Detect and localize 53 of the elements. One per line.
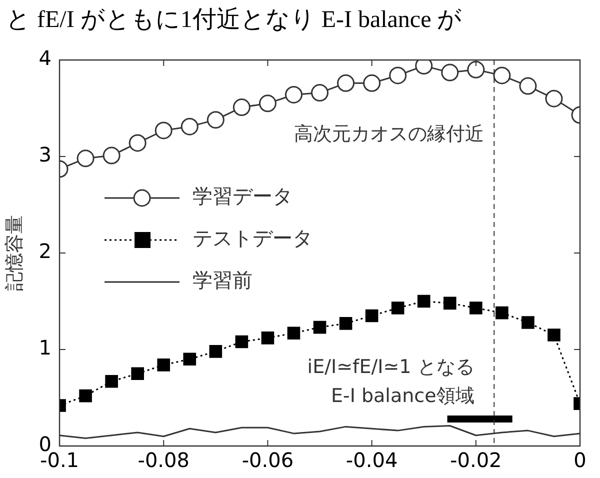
point: [180, 118, 198, 136]
y-tick-label: 4: [38, 46, 52, 70]
text: と fE/I がともに1付近となり E-I balance が: [5, 6, 464, 35]
point: [417, 294, 430, 308]
point: [441, 64, 459, 82]
x-tick-label: -0.04: [346, 448, 398, 472]
point: [76, 150, 94, 168]
point: [128, 134, 146, 152]
point: [337, 74, 355, 92]
point: [365, 309, 378, 322]
point: [519, 77, 537, 95]
point: [258, 94, 276, 112]
point: [339, 317, 352, 330]
point: [391, 302, 404, 314]
y-axis-title: 記憶容量: [3, 215, 26, 291]
point: [493, 66, 511, 84]
x-tick-label: -0.08: [138, 448, 190, 472]
point: [443, 296, 456, 310]
point: [363, 74, 381, 92]
point: [470, 302, 482, 314]
point: [287, 326, 300, 340]
point: [154, 122, 172, 140]
point: [79, 389, 92, 402]
point: [522, 316, 534, 329]
legend-label: 学習データ: [192, 184, 293, 208]
y-tick-label: 3: [38, 142, 52, 167]
point: [206, 111, 224, 129]
x-tick-label: -0.06: [242, 448, 294, 472]
point: [183, 352, 196, 366]
point: [261, 332, 274, 344]
point: [157, 358, 170, 372]
x-tick-label: 0: [574, 448, 586, 472]
point: [105, 374, 118, 388]
point: [313, 320, 326, 334]
legend-label: テストデータ: [192, 226, 313, 250]
y-tick-label: 1: [38, 336, 52, 360]
point: [467, 60, 485, 78]
point: [232, 98, 250, 116]
y-tick-label: 2: [38, 239, 52, 264]
point: [548, 328, 560, 342]
legend-label: 学習前: [192, 268, 253, 292]
ref-line-label: 高次元カオスの縁付近: [294, 122, 484, 145]
annotation: iE/I≃fE/I≃1 となる E-I balance領域: [307, 356, 474, 407]
point: [131, 367, 144, 380]
point: [545, 90, 563, 108]
point: [235, 335, 248, 348]
point: [311, 84, 329, 102]
point: [284, 86, 302, 104]
x-tick-label: -0.02: [450, 448, 502, 472]
point: [102, 146, 120, 164]
point: [389, 66, 407, 84]
point: [209, 345, 222, 358]
point: [496, 306, 508, 320]
